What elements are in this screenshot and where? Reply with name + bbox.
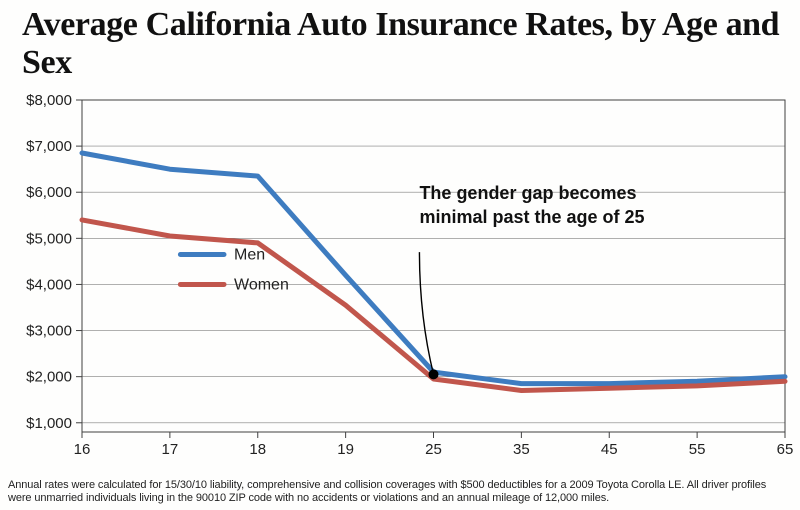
x-tick-label: 45	[601, 441, 618, 458]
y-tick-label: $3,000	[26, 323, 72, 340]
line-chart: $1,000 $2,000 $3,000 $4,000 $5,000 $6,000 $7,0…	[0, 92, 800, 472]
annotation-text: The gender gap becomes	[419, 183, 636, 203]
y-tick-label: $2,000	[26, 369, 72, 386]
chart-footnote: Annual rates were calculated for 15/30/1…	[8, 479, 792, 507]
y-tick-label: $5,000	[26, 230, 72, 247]
x-tick-label: 18	[249, 441, 266, 458]
x-tick-label: 16	[74, 441, 91, 458]
x-tick-label: 65	[777, 441, 794, 458]
x-tick-label: 19	[337, 441, 354, 458]
annotation-text: minimal past the age of 25	[419, 207, 644, 227]
legend-label-men: Men	[234, 246, 265, 263]
chart-container: Average California Auto Insurance Rates,…	[0, 0, 800, 510]
y-tick-label: $6,000	[26, 184, 72, 201]
legend-label-women: Women	[234, 276, 289, 293]
y-tick-label: $8,000	[26, 92, 72, 109]
x-tick-label: 25	[425, 441, 442, 458]
y-tick-label: $1,000	[26, 415, 72, 432]
x-tick-label: 35	[513, 441, 530, 458]
y-tick-label: $4,000	[26, 276, 72, 293]
x-tick-label: 17	[162, 441, 179, 458]
series-line-women	[82, 220, 785, 391]
annotation-marker	[429, 369, 439, 379]
chart-title: Average California Auto Insurance Rates,…	[22, 6, 800, 82]
x-tick-label: 55	[689, 441, 706, 458]
y-tick-label: $7,000	[26, 138, 72, 155]
